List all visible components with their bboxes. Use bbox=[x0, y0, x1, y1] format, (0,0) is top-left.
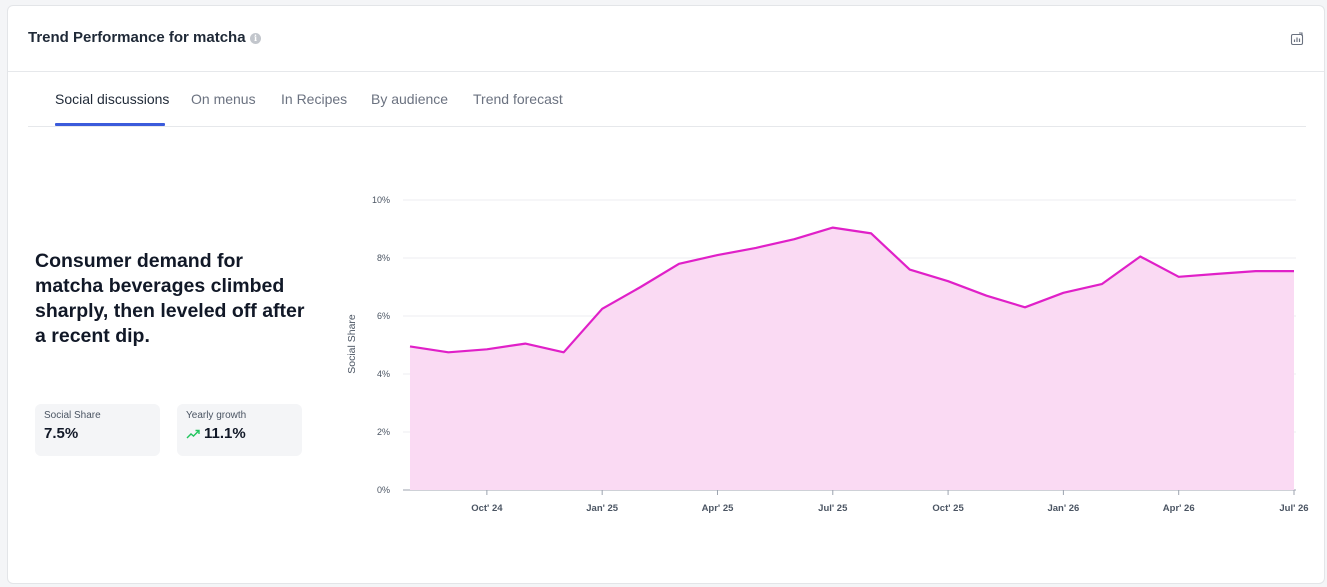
data-point[interactable] bbox=[1215, 272, 1219, 276]
tab-on-menus[interactable]: On menus bbox=[191, 91, 256, 107]
yearly-growth-stat: Yearly growth 11.1% bbox=[177, 404, 302, 456]
data-point[interactable] bbox=[1100, 282, 1104, 286]
x-tick-label: Jan' 25 bbox=[586, 503, 619, 514]
data-point[interactable] bbox=[946, 279, 950, 283]
x-tick-label: Apr' 26 bbox=[1163, 503, 1195, 514]
y-axis-label: Social Share bbox=[346, 314, 358, 374]
card-header: Trend Performance for matcha i bbox=[8, 6, 1324, 72]
x-tick-label: Jan' 26 bbox=[1047, 503, 1079, 514]
data-point[interactable] bbox=[985, 294, 989, 298]
data-point[interactable] bbox=[408, 344, 412, 348]
data-point[interactable] bbox=[754, 246, 758, 250]
data-point[interactable] bbox=[715, 253, 719, 257]
y-tick-label: 8% bbox=[377, 253, 390, 263]
y-tick-label: 10% bbox=[372, 195, 390, 205]
x-tick-label: Jul' 26 bbox=[1279, 503, 1308, 514]
y-tick-label: 2% bbox=[377, 427, 390, 437]
data-point[interactable] bbox=[600, 307, 604, 311]
data-point[interactable] bbox=[1177, 275, 1181, 279]
tab-by-audience[interactable]: By audience bbox=[371, 91, 449, 107]
active-tab-indicator bbox=[55, 123, 165, 126]
trend-up-icon bbox=[186, 429, 200, 438]
x-tick-label: Oct' 24 bbox=[471, 503, 503, 514]
data-point[interactable] bbox=[1138, 255, 1142, 259]
data-point[interactable] bbox=[1023, 305, 1027, 309]
tab-trend-forecast[interactable]: Trend forecast bbox=[473, 91, 563, 107]
y-tick-label: 0% bbox=[377, 485, 390, 495]
summary-headline: Consumer demand for matcha beverages cli… bbox=[35, 250, 305, 347]
yearly-growth-label: Yearly growth bbox=[186, 410, 247, 421]
social-share-value: 7.5% bbox=[44, 425, 79, 442]
data-point[interactable] bbox=[908, 268, 912, 272]
social-share-stat: Social Share 7.5% bbox=[35, 404, 160, 456]
tab-bar: Social discussions On menus In Recipes B… bbox=[28, 72, 1306, 127]
x-tick-label: Apr' 25 bbox=[702, 503, 735, 514]
x-tick-label: Jul' 25 bbox=[818, 503, 848, 514]
info-icon[interactable]: i bbox=[250, 33, 261, 44]
yearly-growth-value: 11.1% bbox=[204, 425, 246, 442]
card-title: Trend Performance for matcha bbox=[28, 29, 246, 46]
data-point[interactable] bbox=[562, 350, 566, 354]
tab-in-recipes[interactable]: In Recipes bbox=[281, 91, 348, 107]
export-chart-icon[interactable] bbox=[1290, 32, 1304, 46]
social-share-chart: 0% 2% 4% 6% 8% 10% Oct' 24 Jan' 25 Apr' 25 Jul' 2… bbox=[346, 195, 1309, 514]
y-tick-label: 6% bbox=[377, 311, 390, 321]
data-point[interactable] bbox=[446, 350, 450, 354]
social-share-label: Social Share bbox=[44, 410, 101, 421]
data-point[interactable] bbox=[1061, 291, 1065, 295]
series-line bbox=[409, 226, 1294, 354]
data-point[interactable] bbox=[869, 231, 873, 235]
data-point[interactable] bbox=[1292, 269, 1296, 273]
tab-social-discussions[interactable]: Social discussions bbox=[55, 91, 170, 107]
trend-performance-card: Trend Performance for matcha i Social di… bbox=[7, 5, 1325, 584]
data-point[interactable] bbox=[485, 347, 489, 351]
y-tick-label: 4% bbox=[377, 369, 390, 379]
x-tick-label: Oct' 25 bbox=[932, 503, 964, 514]
data-point[interactable] bbox=[639, 285, 643, 289]
data-point[interactable] bbox=[1254, 269, 1258, 273]
data-point[interactable] bbox=[677, 262, 681, 266]
data-point[interactable] bbox=[523, 342, 527, 346]
data-point[interactable] bbox=[792, 237, 796, 241]
data-point[interactable] bbox=[831, 226, 835, 230]
